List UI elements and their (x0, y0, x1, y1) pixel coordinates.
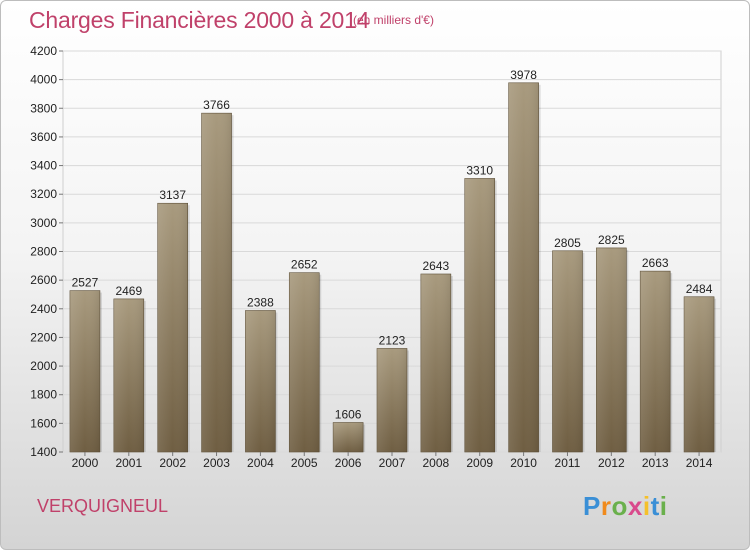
bar-shine (69, 290, 100, 452)
proxiti-logo: Proxiti (583, 491, 668, 521)
y-tick-label: 3400 (30, 159, 57, 173)
bar-shine (508, 82, 539, 452)
y-tick-label: 2800 (30, 245, 57, 259)
y-tick-label: 2000 (30, 359, 57, 373)
x-tick-label: 2014 (686, 456, 713, 470)
chart-subtitle: (en milliers d'€) (353, 13, 434, 27)
x-tick-label: 2011 (555, 456, 581, 470)
x-tick-label: 2003 (203, 456, 230, 470)
value-label: 2469 (115, 284, 142, 298)
value-label: 2805 (554, 236, 581, 250)
bar-shine (464, 178, 495, 453)
x-tick-label: 2013 (642, 456, 669, 470)
value-label: 2652 (291, 258, 318, 272)
y-tick-label: 1600 (30, 416, 57, 430)
y-tick-label: 2200 (30, 330, 57, 344)
y-tick-label: 4000 (30, 73, 57, 87)
bar-shine (289, 272, 320, 452)
x-tick-label: 2006 (335, 456, 362, 470)
bar-shine (201, 113, 232, 452)
x-tick-label: 2004 (247, 456, 274, 470)
y-tick-label: 3000 (30, 216, 57, 230)
y-axis: 1400 1600 1800 2000 2200 2400 2600 2800 3000 3200… (30, 44, 63, 459)
value-label: 1606 (335, 407, 362, 421)
x-axis: 2000 2001 2002 2003 2004 2005 2006 2007 2008 2009… (72, 452, 713, 470)
bar-shine (684, 296, 715, 452)
bars (69, 82, 717, 453)
value-label: 2527 (72, 276, 99, 290)
x-tick-label: 2001 (115, 456, 142, 470)
x-tick-label: 2000 (72, 456, 99, 470)
bar-shine (552, 250, 583, 452)
y-tick-label: 1800 (30, 388, 57, 402)
bar-shine (596, 247, 627, 452)
y-tick-label: 2600 (30, 273, 57, 287)
value-label: 2388 (247, 296, 274, 310)
bar-shine (113, 298, 144, 452)
value-label: 3978 (510, 68, 537, 82)
y-tick-label: 3800 (30, 101, 57, 115)
x-tick-label: 2007 (379, 456, 406, 470)
value-label: 2484 (686, 282, 713, 296)
chart-title: Charges Financières 2000 à 2014 (29, 7, 370, 33)
x-tick-label: 2010 (510, 456, 537, 470)
y-tick-label: 2400 (30, 302, 57, 316)
y-tick-label: 4200 (30, 44, 57, 58)
value-label: 2643 (423, 259, 450, 273)
y-tick-label: 1400 (30, 445, 57, 459)
value-label: 3766 (203, 98, 230, 112)
bar-shine (157, 203, 188, 452)
bar-shine (420, 273, 451, 452)
bar-shine (377, 348, 407, 452)
y-tick-label: 3600 (30, 130, 57, 144)
value-label: 2825 (598, 233, 625, 247)
y-tick-label: 3200 (30, 187, 57, 201)
x-tick-label: 2002 (159, 456, 186, 470)
value-label: 2663 (642, 256, 669, 270)
bar-shine (245, 310, 276, 452)
town-name: VERQUIGNEUL (37, 496, 169, 516)
x-tick-label: 2008 (423, 456, 450, 470)
x-tick-label: 2012 (598, 456, 625, 470)
value-label: 2123 (379, 333, 406, 347)
value-label: 3310 (466, 163, 493, 177)
value-labels: 2527 2469 3137 3766 2388 2652 1606 2123 2643 3310… (72, 68, 713, 422)
bar-shine (333, 422, 364, 452)
x-tick-label: 2005 (291, 456, 318, 470)
value-label: 3137 (159, 188, 186, 202)
bar-shine (640, 271, 671, 452)
x-tick-label: 2009 (466, 456, 493, 470)
